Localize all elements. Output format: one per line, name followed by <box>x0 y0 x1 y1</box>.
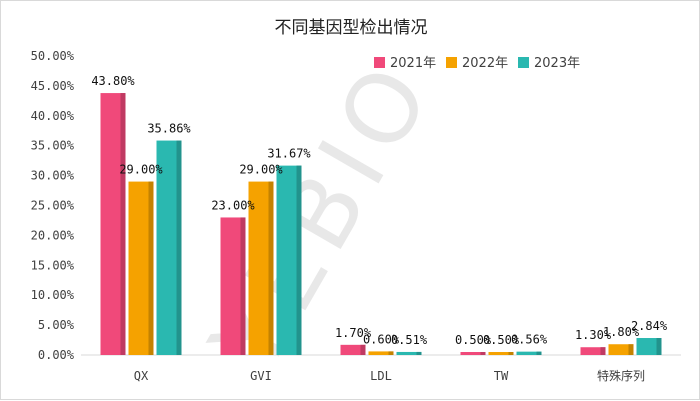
bar-body <box>488 352 514 355</box>
bar-shade <box>480 352 486 355</box>
bar <box>608 344 634 355</box>
bar-body <box>636 338 662 355</box>
legend-swatch <box>446 57 457 68</box>
bar-shade <box>388 351 394 355</box>
bars <box>100 93 662 356</box>
bar <box>396 351 422 355</box>
bar <box>488 352 514 355</box>
data-label: 1.80% <box>603 325 640 339</box>
data-label: 43.80% <box>91 74 135 88</box>
x-category-label: TW <box>494 369 509 383</box>
data-labels: 43.80% 29.00% 35.86% 23.00% 29.00% 31.67% 1.70… <box>91 74 668 347</box>
legend-label: 2022年 <box>462 56 508 71</box>
data-label: 31.67% <box>267 147 311 161</box>
bar-body <box>396 351 422 355</box>
legend: 2021年 2022年 2023年 <box>374 56 580 71</box>
y-tick-label: 20.00% <box>31 228 75 242</box>
y-tick-label: 5.00% <box>38 318 75 332</box>
legend-item: 2023年 <box>518 56 580 71</box>
legend-label: 2021年 <box>390 56 436 71</box>
bar-shade <box>656 338 662 355</box>
y-tick-label: 15.00% <box>31 258 75 272</box>
bar <box>128 181 154 355</box>
bar <box>636 338 662 355</box>
bar-shade <box>296 165 302 355</box>
legend-item: 2022年 <box>446 56 508 71</box>
y-tick-label: 25.00% <box>31 199 75 213</box>
data-label: 1.70% <box>335 326 372 340</box>
data-label: 29.00% <box>119 163 163 177</box>
chart-title: 不同基因型检出情况 <box>275 18 428 38</box>
data-label: 35.86% <box>147 122 191 136</box>
data-label: 23.00% <box>211 198 255 212</box>
bar-shade <box>120 93 126 356</box>
bar-body <box>460 352 486 355</box>
bar-shade <box>536 351 542 355</box>
legend-item: 2021年 <box>374 56 436 71</box>
bar-body <box>340 344 366 355</box>
bar-body <box>516 351 542 355</box>
bar-shade <box>416 351 422 355</box>
bar <box>156 140 182 355</box>
x-category-label: 特殊序列 <box>597 368 645 383</box>
bar-body <box>580 347 606 355</box>
data-label: 0.50% <box>483 333 520 347</box>
y-tick-label: 50.00% <box>31 49 75 63</box>
legend-swatch <box>518 57 529 68</box>
y-tick-label: 0.00% <box>38 348 75 362</box>
bar <box>516 351 542 355</box>
bar-shade <box>628 344 634 355</box>
legend-label: 2023年 <box>534 56 580 71</box>
bar-shade <box>176 140 182 355</box>
bar-shade <box>268 181 274 355</box>
y-tick-label: 35.00% <box>31 139 75 153</box>
bar-shade <box>508 352 514 355</box>
data-label: 0.50% <box>455 333 492 347</box>
x-category-label: LDL <box>370 369 392 383</box>
bar <box>276 165 302 355</box>
x-category-label: GVI <box>250 369 272 383</box>
y-axis: 0.00% 5.00% 10.00% 15.00% 20.00% 25.00% 30.00%… <box>31 49 75 362</box>
x-axis: QX GVI LDL TW 特殊序列 <box>81 354 681 383</box>
bar-shade <box>360 344 366 355</box>
data-label: 1.30% <box>575 328 612 342</box>
bar-body <box>608 344 634 355</box>
data-label: 29.00% <box>239 163 283 177</box>
bar-shade <box>240 217 246 355</box>
bar-shade <box>148 181 154 355</box>
data-label: 0.56% <box>511 333 548 347</box>
y-tick-label: 30.00% <box>31 169 75 183</box>
bar <box>100 93 126 356</box>
y-tick-label: 40.00% <box>31 109 75 123</box>
bar <box>220 217 246 355</box>
y-tick-label: 10.00% <box>31 288 75 302</box>
data-label: 0.51% <box>391 333 428 347</box>
x-category-label: QX <box>134 369 149 383</box>
bar <box>248 181 274 355</box>
y-tick-label: 45.00% <box>31 79 75 93</box>
data-label: 0.60% <box>363 332 400 346</box>
legend-swatch <box>374 57 385 68</box>
bar <box>340 344 366 355</box>
bar <box>580 347 606 355</box>
bar <box>368 351 394 355</box>
bar-body <box>368 351 394 355</box>
bar <box>460 352 486 355</box>
data-label: 2.84% <box>631 319 668 333</box>
bar-shade <box>600 347 606 355</box>
